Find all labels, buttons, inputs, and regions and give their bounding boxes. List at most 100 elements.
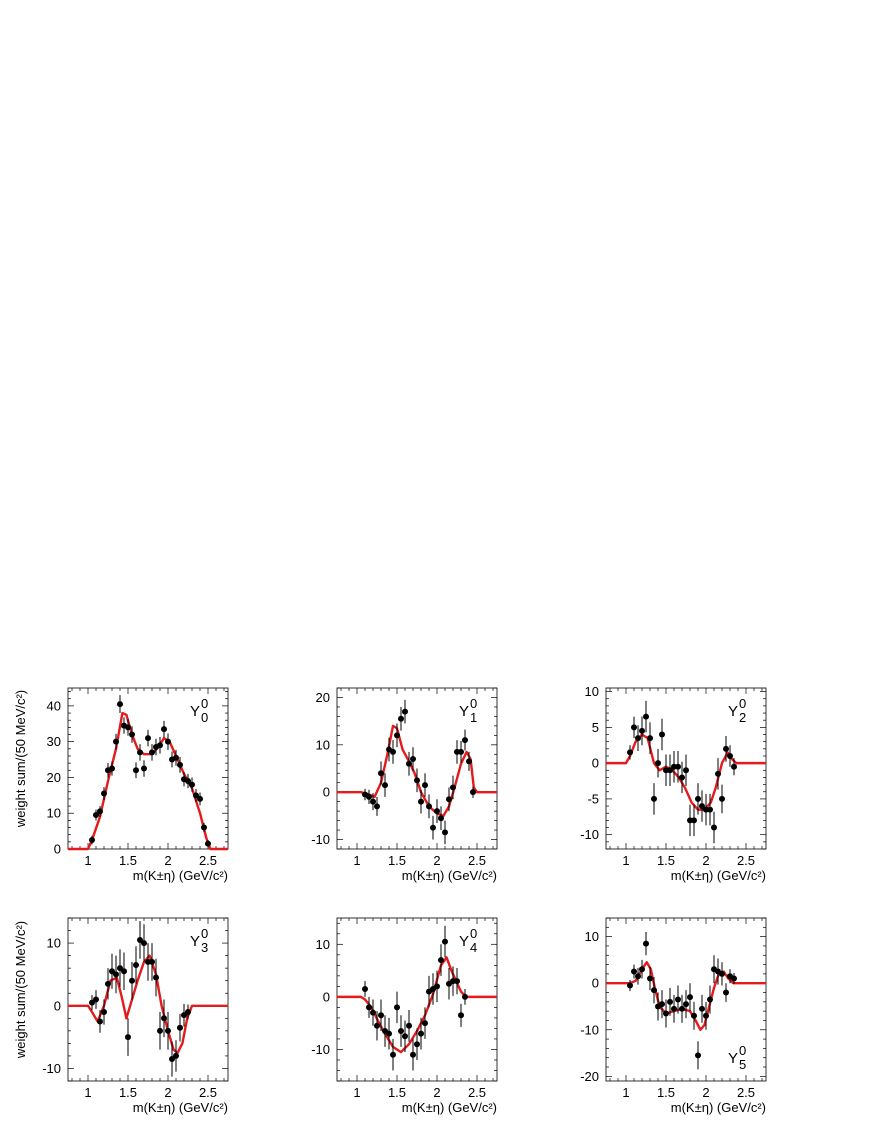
data-point	[177, 1024, 183, 1031]
y-tick-label: -10	[311, 1042, 330, 1057]
data-point	[113, 971, 119, 978]
data-point	[683, 767, 689, 774]
y-tick-label: 40	[47, 698, 61, 713]
data-point	[141, 940, 147, 947]
panel-label-subscript: 5	[739, 1057, 746, 1072]
panel-label-superscript: 0	[201, 696, 208, 711]
y-tick-label: 10	[585, 684, 599, 699]
data-point	[651, 987, 657, 994]
data-point	[129, 977, 135, 984]
panel-label-superscript: 0	[201, 926, 208, 941]
data-point	[679, 1005, 685, 1012]
data-point	[731, 763, 737, 770]
y-tick-label: 0	[323, 785, 330, 800]
data-point	[193, 792, 199, 799]
data-point	[149, 958, 155, 965]
plot-frame	[67, 687, 229, 850]
data-point	[378, 770, 384, 777]
panel-label-superscript: 0	[470, 696, 477, 711]
panel-label-superscript: 0	[739, 696, 746, 711]
x-tick-label: 2	[164, 1085, 171, 1100]
data-point	[462, 737, 468, 744]
data-point	[133, 962, 139, 969]
plot-frame	[336, 917, 498, 1082]
plot-frame	[67, 917, 229, 1082]
data-point	[675, 996, 681, 1003]
data-point	[643, 940, 649, 947]
y-tick-label: -10	[311, 832, 330, 847]
x-tick-label: 1.5	[657, 853, 675, 868]
x-tick-label: 1	[353, 853, 360, 868]
data-point	[667, 767, 673, 774]
data-point	[97, 808, 103, 815]
plot-frame	[605, 687, 767, 850]
data-point	[643, 713, 649, 720]
panel-label-subscript: 3	[201, 940, 208, 955]
x-tick-label: 2.5	[199, 1085, 217, 1100]
data-point	[362, 985, 368, 992]
panel-4: 1 1.5 2 2.5 -10 0 10 m(K±η) (GeV/c²) weight sum/…	[13, 917, 229, 1115]
data-point	[125, 1034, 131, 1041]
data-point	[711, 824, 717, 831]
y-tick-label: 20	[47, 770, 61, 785]
data-point	[675, 763, 681, 770]
data-point	[647, 975, 653, 982]
data-point	[418, 798, 424, 805]
y-axis-title: weight sum/(50 MeV/c²)	[13, 921, 28, 1059]
y-tick-label: -10	[580, 1022, 599, 1037]
data-point	[374, 1022, 380, 1029]
data-point	[406, 760, 412, 767]
data-point	[374, 803, 380, 810]
data-point	[414, 1041, 420, 1048]
data-point	[659, 731, 665, 738]
data-point	[462, 993, 468, 1000]
panel-label: Y	[190, 933, 200, 950]
panel-1: 1 1.5 2 2.5 0 10 20 30 40 m(K±η) (GeV/c²) weight s…	[13, 687, 229, 883]
x-tick-label: 2	[702, 1085, 709, 1100]
data-point	[185, 1009, 191, 1016]
y-tick-label: 0	[323, 989, 330, 1004]
x-tick-label: 2	[702, 853, 709, 868]
data-point	[153, 974, 159, 981]
x-tick-label: 1	[622, 853, 629, 868]
x-tick-label: 1.5	[388, 1085, 406, 1100]
y-tick-label: -10	[42, 1061, 61, 1076]
y-tick-label: 0	[54, 842, 61, 857]
data-point	[410, 756, 416, 763]
data-point	[165, 1027, 171, 1034]
x-axis-title: m(K±η) (GeV/c²)	[133, 868, 228, 883]
y-tick-label: -20	[580, 1069, 599, 1084]
data-point	[699, 1005, 705, 1012]
data-point	[426, 803, 432, 810]
data-point	[667, 998, 673, 1005]
data-point	[197, 795, 203, 802]
data-point	[386, 1030, 392, 1037]
data-point	[687, 994, 693, 1001]
panel-label-superscript: 0	[739, 1043, 746, 1058]
data-point	[723, 745, 729, 752]
panel-label: Y	[728, 1050, 738, 1067]
x-tick-label: 2.5	[737, 1085, 755, 1100]
data-point	[406, 1022, 412, 1029]
x-axis-title: m(K±η) (GeV/c²)	[671, 1100, 766, 1115]
data-point	[647, 735, 653, 742]
x-tick-label: 2	[164, 853, 171, 868]
data-point	[370, 798, 376, 805]
data-point	[410, 1051, 416, 1058]
data-point	[125, 724, 131, 731]
panel-label: Y	[459, 703, 469, 720]
x-tick-label: 1.5	[119, 1085, 137, 1100]
data-point	[93, 812, 99, 819]
data-point	[450, 784, 456, 791]
data-point	[691, 1012, 697, 1019]
data-point	[398, 715, 404, 722]
data-point	[390, 1051, 396, 1058]
data-point	[105, 980, 111, 987]
data-point	[394, 732, 400, 739]
data-point	[394, 1004, 400, 1011]
x-tick-label: 1	[84, 853, 91, 868]
x-axis-title: m(K±η) (GeV/c²)	[402, 1100, 497, 1115]
